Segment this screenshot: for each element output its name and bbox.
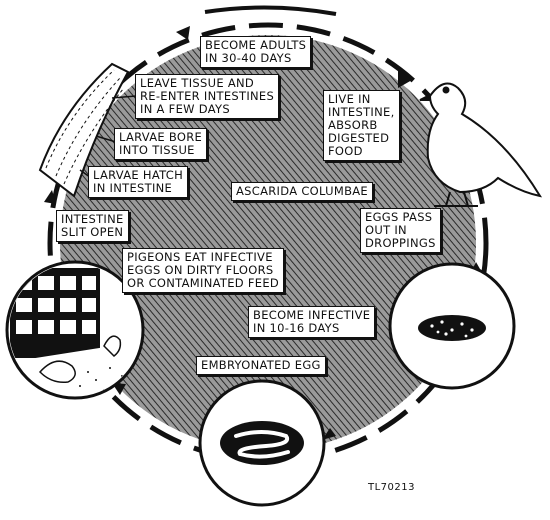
label-larvae-hatch: LARVAE HATCH IN INTESTINE bbox=[88, 166, 189, 198]
label-become-infective: BECOME INFECTIVE IN 10-16 DAYS bbox=[248, 306, 376, 338]
label-pigeons-eat: PIGEONS EAT INFECTIVE EGGS ON DIRTY FLOO… bbox=[122, 248, 285, 293]
worm-icon bbox=[204, 5, 337, 16]
embryonated-egg-icon bbox=[198, 379, 326, 507]
label-become-adults: BECOME ADULTS IN 30-40 DAYS bbox=[200, 36, 312, 68]
intestine-icon bbox=[38, 62, 130, 198]
label-live-in-intestine: LIVE IN INTESTINE, ABSORB DIGESTED FOOD bbox=[323, 90, 400, 161]
diagram-title: ASCARIDA COLUMBAE bbox=[231, 182, 373, 201]
dropping-egg-icon bbox=[388, 262, 516, 390]
label-leave-tissue: LEAVE TISSUE AND RE-ENTER INTESTINES IN … bbox=[135, 74, 280, 119]
label-embryonated-egg: EMBRYONATED EGG bbox=[196, 356, 326, 375]
label-intestine-slit: INTESTINE SLIT OPEN bbox=[56, 210, 129, 242]
label-larvae-bore: LARVAE BORE INTO TISSUE bbox=[114, 128, 208, 160]
figure-code: TL70213 bbox=[368, 482, 415, 493]
label-eggs-pass: EGGS PASS OUT IN DROPPINGS bbox=[360, 208, 441, 253]
pigeon-coop-icon bbox=[5, 260, 145, 400]
pigeon-icon bbox=[419, 82, 543, 207]
